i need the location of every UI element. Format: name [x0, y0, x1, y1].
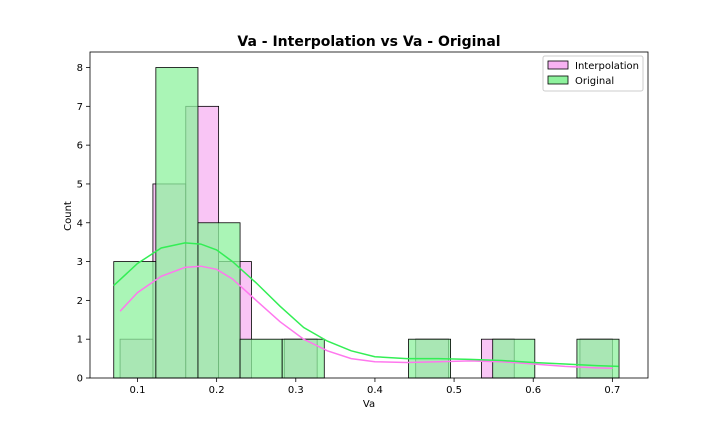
y-tick-label: 4 — [77, 218, 83, 229]
bar-original-4 — [281, 338, 325, 379]
kde-line-interpolation — [119, 265, 613, 370]
y-tick-label: 7 — [77, 102, 83, 113]
legend-swatch-original — [547, 75, 569, 85]
x-tick-label: 0.1 — [130, 385, 146, 396]
y-tick-label: 1 — [77, 335, 83, 346]
x-tick-label: 0.7 — [604, 385, 620, 396]
bar-original-3 — [239, 338, 283, 379]
legend-label-interpolation: Interpolation — [575, 61, 639, 72]
y-tick-label: 3 — [77, 257, 83, 268]
bar-original-11 — [576, 338, 620, 379]
x-tick-label: 0.3 — [288, 385, 304, 396]
x-tick-label: 0.5 — [446, 385, 462, 396]
y-tick-label: 6 — [77, 141, 83, 152]
legend-swatch-interpolation — [547, 60, 569, 70]
y-tick-label: 5 — [77, 179, 83, 190]
bar-original-9 — [492, 338, 536, 379]
kde-line-original — [113, 242, 619, 368]
legend-label-original: Original — [575, 76, 614, 87]
y-tick-label: 0 — [77, 374, 83, 385]
y-axis-label: Count — [63, 201, 74, 231]
legend: Interpolation Original — [542, 55, 644, 92]
axes-layer: 0.1 0.2 0.3 0.4 0.5 0.6 0.7 0 1 2 3 4 5 6 7 8 — [77, 51, 649, 396]
bars-layer — [113, 67, 620, 379]
x-tick-label: 0.4 — [367, 385, 383, 396]
plot-frame — [89, 51, 649, 379]
x-tick-label: 0.2 — [209, 385, 225, 396]
y-tick-label: 8 — [77, 63, 83, 74]
kde-layer — [113, 242, 619, 370]
chart-title: Va - Interpolation vs Va - Original — [237, 34, 500, 50]
x-tick-label: 0.6 — [525, 385, 541, 396]
bar-original-2 — [197, 222, 241, 379]
bar-original-1 — [155, 67, 199, 379]
x-axis-label: Va — [363, 399, 375, 410]
y-tick-label: 2 — [77, 296, 83, 307]
